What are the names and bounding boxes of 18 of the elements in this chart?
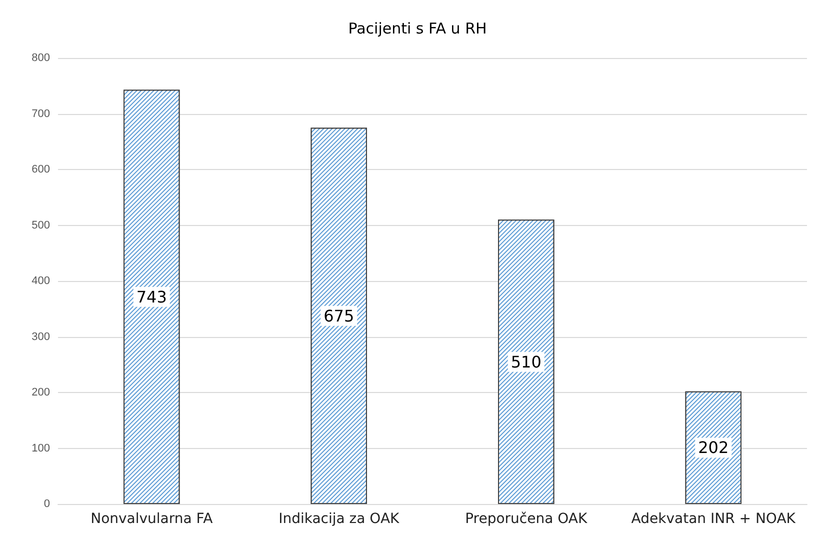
x-tick-label: Adekvatan INR + NOAK bbox=[631, 511, 796, 527]
y-tick-label: 200 bbox=[32, 386, 50, 398]
y-tick-label: 600 bbox=[32, 164, 50, 176]
y-tick-label: 700 bbox=[32, 108, 50, 120]
y-tick-label: 300 bbox=[32, 330, 50, 343]
x-tick-label: Indikacija za OAK bbox=[278, 511, 400, 527]
data-label: 202 bbox=[698, 438, 729, 458]
data-label: 510 bbox=[510, 352, 542, 372]
x-tick-label: Preporučena OAK bbox=[465, 511, 588, 527]
y-tick-label: 800 bbox=[32, 52, 50, 64]
data-label: 743 bbox=[136, 287, 167, 306]
y-tick-label: 100 bbox=[32, 442, 50, 454]
chart-title: Pacijenti s FA u RH bbox=[348, 20, 487, 38]
y-tick-label: 400 bbox=[32, 275, 50, 287]
y-tick-label: 0 bbox=[44, 498, 50, 510]
x-tick-label: Nonvalvularna FA bbox=[90, 511, 214, 527]
y-tick-label: 500 bbox=[32, 219, 50, 232]
data-label: 675 bbox=[324, 306, 354, 326]
